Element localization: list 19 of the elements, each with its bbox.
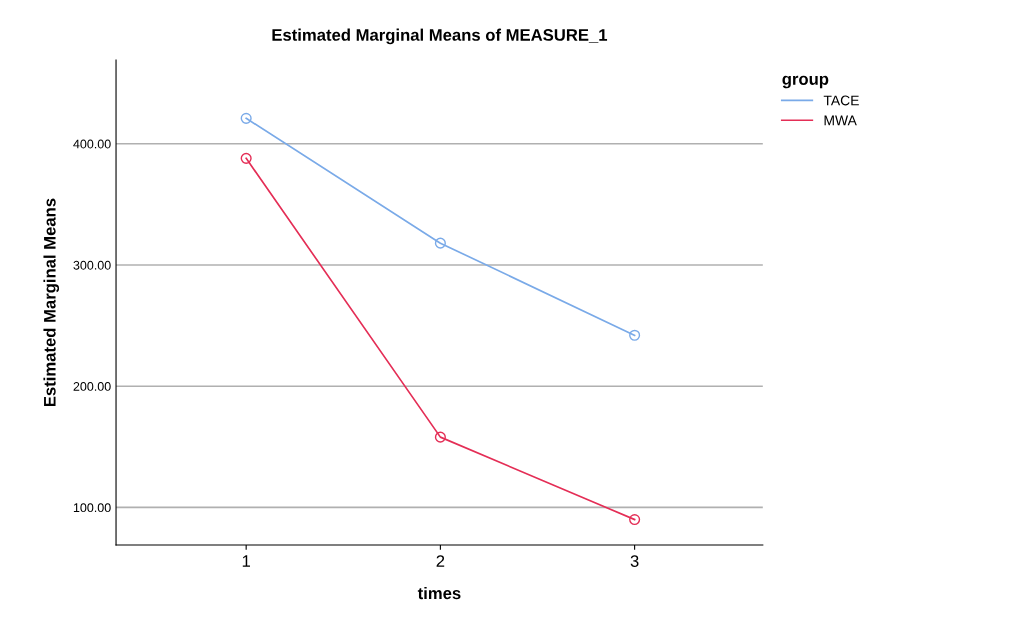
x-tick-label: 3 [630,555,639,567]
point [629,329,641,341]
point [240,112,252,124]
chart-title: Estimated Marginal Means of MEASURE_1 [272,28,608,45]
legend-label: TACE [823,95,859,106]
point [434,431,446,443]
y-tick-label: 200.00 [73,382,111,391]
point [434,237,446,249]
x-tick-label: 2 [436,555,445,567]
y-tick-label: 100.00 [73,503,111,513]
x-axis-title: times [417,586,461,600]
x-tick-label: 1 [242,555,250,567]
point [240,152,252,164]
y-tick-label: 300.00 [73,260,111,270]
legend-label: MWA [824,115,857,126]
y-tick-label: 400.00 [73,139,111,149]
y-axis-title: Estimated Marginal Means [43,198,60,407]
point [629,514,641,526]
legend-title: group [782,75,829,89]
